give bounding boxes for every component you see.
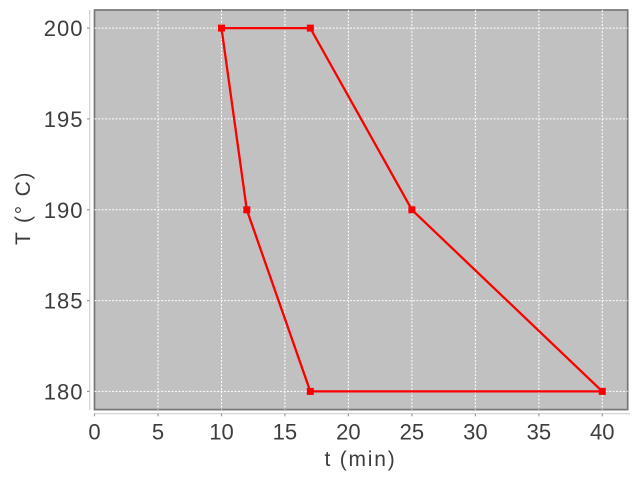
svg-text:35: 35 [527, 420, 551, 445]
svg-text:185: 185 [44, 289, 84, 314]
svg-text:200: 200 [44, 16, 84, 41]
svg-text:5: 5 [152, 420, 164, 445]
svg-text:180: 180 [44, 380, 84, 405]
svg-text:0: 0 [88, 420, 100, 445]
svg-text:10: 10 [209, 420, 233, 445]
svg-text:15: 15 [273, 420, 297, 445]
svg-text:T (° C): T (° C) [12, 171, 35, 245]
svg-text:190: 190 [44, 198, 84, 223]
svg-text:30: 30 [463, 420, 487, 445]
svg-text:t (min): t (min) [324, 448, 396, 471]
svg-text:20: 20 [336, 420, 360, 445]
svg-text:25: 25 [400, 420, 424, 445]
svg-text:40: 40 [590, 420, 614, 445]
svg-text:195: 195 [44, 107, 84, 132]
